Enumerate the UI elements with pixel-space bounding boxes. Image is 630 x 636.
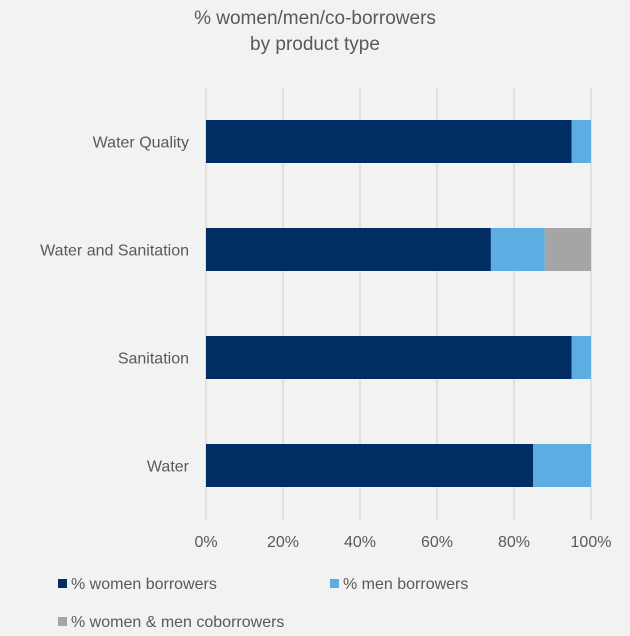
- legend-swatch-coborrowers: [58, 617, 67, 626]
- legend-label-men: % men borrowers: [343, 576, 468, 593]
- legend-item-men: % men borrowers: [330, 576, 468, 594]
- x-tick-label: 20%: [267, 534, 299, 551]
- bar-segment: [533, 444, 591, 487]
- category-label: Water and Sanitation: [40, 243, 189, 260]
- bar-segment: [491, 228, 545, 271]
- category-label: Water Quality: [93, 135, 189, 152]
- bar-segment: [206, 444, 533, 487]
- category-label: Water: [147, 459, 190, 476]
- x-tick-label: 40%: [344, 534, 376, 551]
- bar-segment: [206, 120, 572, 163]
- x-tick-label: 0%: [194, 534, 217, 551]
- bar-segment: [572, 120, 591, 163]
- legend-item-women: % women borrowers: [58, 576, 217, 594]
- legend-swatch-women: [58, 579, 67, 588]
- category-label: Sanitation: [118, 351, 189, 368]
- bar-segment: [572, 336, 591, 379]
- x-tick-label: 100%: [571, 534, 612, 551]
- legend-swatch-men: [330, 579, 339, 588]
- x-tick-label: 80%: [498, 534, 530, 551]
- legend-label-women: % women borrowers: [71, 576, 217, 593]
- bar-segment: [545, 228, 591, 271]
- bar-segment: [206, 336, 572, 379]
- x-tick-label: 60%: [421, 534, 453, 551]
- bar-segment: [206, 228, 491, 271]
- legend-label-coborrowers: % women & men coborrowers: [71, 614, 284, 631]
- legend-item-coborrowers: % women & men coborrowers: [58, 614, 284, 632]
